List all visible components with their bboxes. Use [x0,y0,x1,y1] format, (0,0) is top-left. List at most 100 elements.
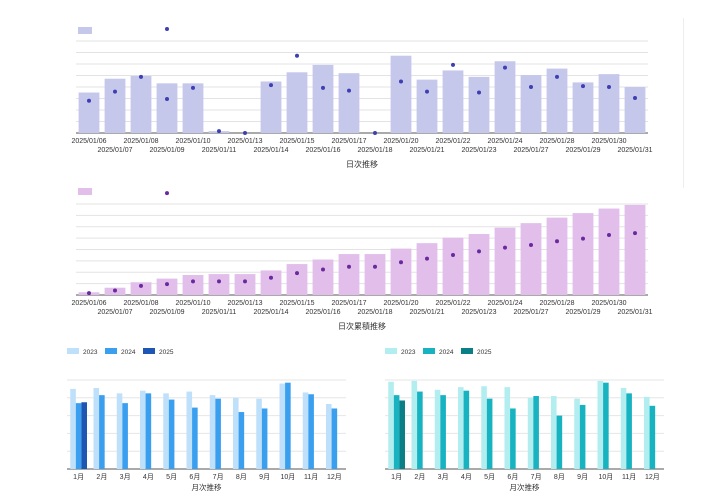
bar [510,408,516,469]
bar [116,393,123,469]
x-tick-label: 2025/01/27 [513,309,548,316]
x-tick-label: 2025/01/13 [227,138,262,145]
bar [93,388,100,469]
dot [555,74,559,79]
bar [182,83,204,133]
bar [75,403,82,469]
daily-chart: 2025/01/06 2025/01/07 2025/01/08 2025/01/09… [71,27,653,169]
dot [191,85,195,90]
x-tick-label: 2025/01/11 [202,147,237,154]
dot [165,96,169,101]
bar [238,412,245,469]
x-tick-label: 2025/01/24 [487,300,522,307]
legend-swatch [143,348,155,354]
x-tick-label: 2025/01/18 [357,147,392,154]
dot [321,267,325,272]
bar [279,383,286,469]
x-tick-label: 2025/01/09 [149,147,184,154]
bar [574,398,580,469]
dot [399,260,403,265]
dot [477,249,481,254]
bar [122,403,128,469]
bar [130,282,152,295]
monthly-chart-left: 2023 2024 2025 1月 2月 3月 4月 5月 6月 7月 8月 9月 10月 11月 12月月… [67,348,346,492]
legend-label: 2023 [83,349,98,356]
x-tick-label: 2025/01/24 [487,138,522,145]
dot [165,282,169,287]
bar [156,278,178,295]
x-tick-label: 2月 [414,473,425,481]
x-tick-label: 2025/01/14 [253,309,288,316]
bar [331,408,338,469]
bar [468,234,490,295]
legend-label: 2023 [401,349,416,356]
bar [208,274,230,295]
bar [302,392,309,469]
x-tick-label: 7月 [531,473,542,481]
x-tick-label: 2025/01/28 [539,300,574,307]
x-tick-label: 6月 [507,473,518,481]
bar [234,274,256,295]
x-tick-label: 2025/01/17 [331,300,366,307]
dot [191,279,195,284]
dot [217,279,221,284]
legend-swatch [67,348,79,354]
x-tick-label: 10月 [280,473,295,481]
x-tick-label: 2025/01/09 [149,309,184,316]
dot [373,264,377,269]
dot [139,74,143,79]
bar [192,407,198,469]
bar [626,393,632,469]
dot [217,129,221,134]
x-tick-label: 2025/01/10 [175,300,210,307]
bar [182,274,204,295]
bar [624,87,646,133]
x-tick-label: 2025/01/10 [175,138,210,145]
x-tick-label: 2025/01/23 [461,309,496,316]
x-tick-label: 2025/01/27 [513,147,548,154]
bar [285,382,291,469]
dot [321,85,325,90]
bar [597,380,604,469]
dot [503,245,507,250]
dot [503,65,507,70]
x-tick-label: 2025/01/08 [123,300,158,307]
bar [556,415,563,469]
dot [477,90,481,95]
x-axis-title: 月次推移 [192,482,222,492]
x-tick-label: 2025/01/28 [539,138,574,145]
daily-chart-panel: 2025/01/06 2025/01/07 2025/01/08 2025/01/09… [0,0,700,180]
dot [269,83,273,88]
x-tick-label: 2025/01/15 [279,138,314,145]
x-tick-label: 2025/01/08 [123,138,158,145]
legend-label: 2025 [159,349,174,356]
dot [633,96,637,101]
bar [442,237,464,295]
bar [388,381,394,469]
x-tick-label: 2025/01/23 [461,147,496,154]
panel-divider [683,18,684,188]
legend-label: 2024 [439,349,454,356]
dot [425,256,429,261]
x-tick-label: 9月 [259,473,270,481]
legend-swatch [461,348,473,354]
dot [425,89,429,94]
bar [644,396,650,469]
legend-swatch [423,348,435,354]
x-axis-title: 日次推移 [346,159,378,169]
x-tick-label: 2025/01/13 [227,300,262,307]
x-tick-label: 2025/01/17 [331,138,366,145]
monthly-chart-right: 2023 2024 2025 1月 2月 3月 4月 5月 6月 7月 8月 9月 10月 11月 12月月… [385,348,664,492]
bar [260,270,282,295]
x-tick-label: 3月 [438,473,449,481]
x-tick-label: 2025/01/07 [97,147,132,154]
legend-label: 2024 [121,349,136,356]
x-tick-label: 12月 [327,473,342,481]
bar [468,76,490,133]
bar [416,243,438,295]
bar [399,400,405,469]
bar [261,408,268,469]
x-tick-label: 11月 [622,473,636,481]
bar [308,394,314,469]
x-tick-label: 2025/01/31 [617,147,652,154]
